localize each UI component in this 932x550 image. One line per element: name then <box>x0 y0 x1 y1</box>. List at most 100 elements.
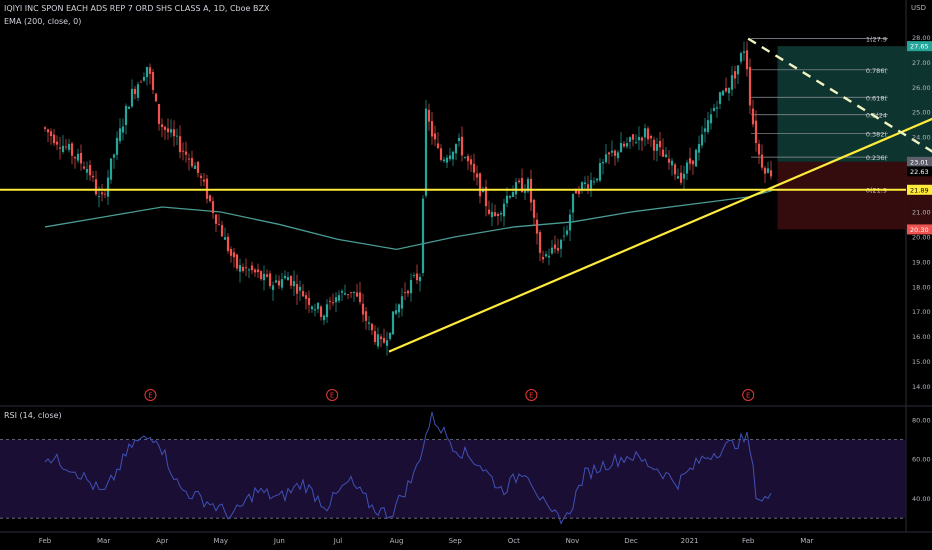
candle-body <box>259 271 263 280</box>
candle-body <box>694 149 698 167</box>
candle-body <box>403 292 407 294</box>
candle-body <box>703 128 707 132</box>
time-tick-label: Oct <box>508 537 520 545</box>
candle-body <box>343 293 347 295</box>
candle-body <box>319 306 323 317</box>
price-badge-label: 20.30 <box>910 226 929 234</box>
candle-body <box>232 252 236 258</box>
candle-body <box>193 165 197 169</box>
candle-body <box>559 239 563 249</box>
candle-body <box>502 203 506 217</box>
candle-body <box>127 106 131 109</box>
candle-body <box>322 315 326 321</box>
candle-body <box>58 147 62 149</box>
candle-body <box>292 281 296 287</box>
earnings-mark <box>144 389 157 401</box>
candle-body <box>67 143 71 150</box>
candle-body <box>229 248 233 256</box>
candle-body <box>562 235 566 237</box>
candle-body <box>373 331 377 343</box>
ema-200-line <box>44 190 772 251</box>
price-badge <box>907 166 932 177</box>
candle-body <box>217 224 221 226</box>
candle-body <box>361 303 365 315</box>
time-tick-label: Mar <box>800 537 813 545</box>
candle-body <box>346 294 350 295</box>
candle-body <box>136 84 140 98</box>
candle-body <box>277 280 281 286</box>
candle-body <box>544 254 548 257</box>
candle-body <box>655 143 659 151</box>
candle-body <box>769 170 773 177</box>
candle-body <box>535 219 539 234</box>
candle-body <box>469 159 473 165</box>
candle-body <box>649 135 653 139</box>
candle-body <box>304 295 308 299</box>
candle-body <box>205 178 209 199</box>
candle-body <box>331 302 335 304</box>
candle-body <box>76 153 80 161</box>
candle-body <box>553 244 557 249</box>
price-tick-label: 25.00 <box>912 109 931 117</box>
candle-body <box>160 124 164 128</box>
candle-body <box>91 175 95 178</box>
candle-body <box>190 158 194 167</box>
target-zone <box>777 46 932 162</box>
price-tick-label: 24.00 <box>912 134 931 142</box>
candle-body <box>745 50 749 70</box>
candle-body <box>511 192 515 197</box>
candle-body <box>283 275 287 279</box>
rsi-legend: RSI (14, close) <box>4 411 62 420</box>
candle-body <box>538 232 542 253</box>
candle-body <box>310 306 314 310</box>
time-tick-label: Feb <box>742 537 755 545</box>
price-tick-label: 20.00 <box>912 233 931 241</box>
candle-body <box>454 144 458 154</box>
candle-body <box>334 297 338 303</box>
candle-body <box>172 129 176 137</box>
candle-body <box>721 90 725 96</box>
candle-body <box>208 195 212 202</box>
candle-body <box>235 254 239 269</box>
candle-body <box>706 120 710 132</box>
candle-body <box>250 265 254 271</box>
candle-body <box>382 338 386 343</box>
candle-body <box>709 114 713 124</box>
candle-body <box>196 161 200 173</box>
candle-body <box>598 163 602 181</box>
candle-body <box>316 302 320 310</box>
candle-body <box>523 190 527 193</box>
price-badge-label: 23.01 <box>910 158 929 166</box>
candle-body <box>415 273 419 281</box>
candle-body <box>163 126 167 130</box>
candle-body <box>70 143 74 156</box>
candle-body <box>685 162 689 174</box>
candle-body <box>514 181 518 195</box>
candle-body <box>364 311 368 321</box>
candle-body <box>394 310 398 314</box>
candle-body <box>244 267 248 269</box>
candle-body <box>445 157 449 163</box>
time-tick-label: Mar <box>97 537 110 545</box>
candle-body <box>220 225 224 237</box>
candle-body <box>604 154 608 163</box>
rsi-tick-label: 60.00 <box>912 456 931 464</box>
candle-body <box>577 190 581 194</box>
candle-body <box>670 160 674 166</box>
candle-body <box>385 340 389 346</box>
candle-body <box>760 154 764 168</box>
candle-body <box>337 295 341 301</box>
candle-body <box>43 127 47 129</box>
candle-body <box>718 92 722 104</box>
candle-body <box>184 151 188 155</box>
price-tick-label: 15.00 <box>912 358 931 366</box>
candle-body <box>181 150 185 152</box>
falling-dashed-trendline <box>747 37 932 153</box>
candle-body <box>460 136 464 156</box>
candle-body <box>289 275 293 286</box>
candle-body <box>256 269 260 273</box>
earnings-mark <box>525 389 538 401</box>
candle-body <box>157 104 161 124</box>
candle-body <box>73 157 77 159</box>
